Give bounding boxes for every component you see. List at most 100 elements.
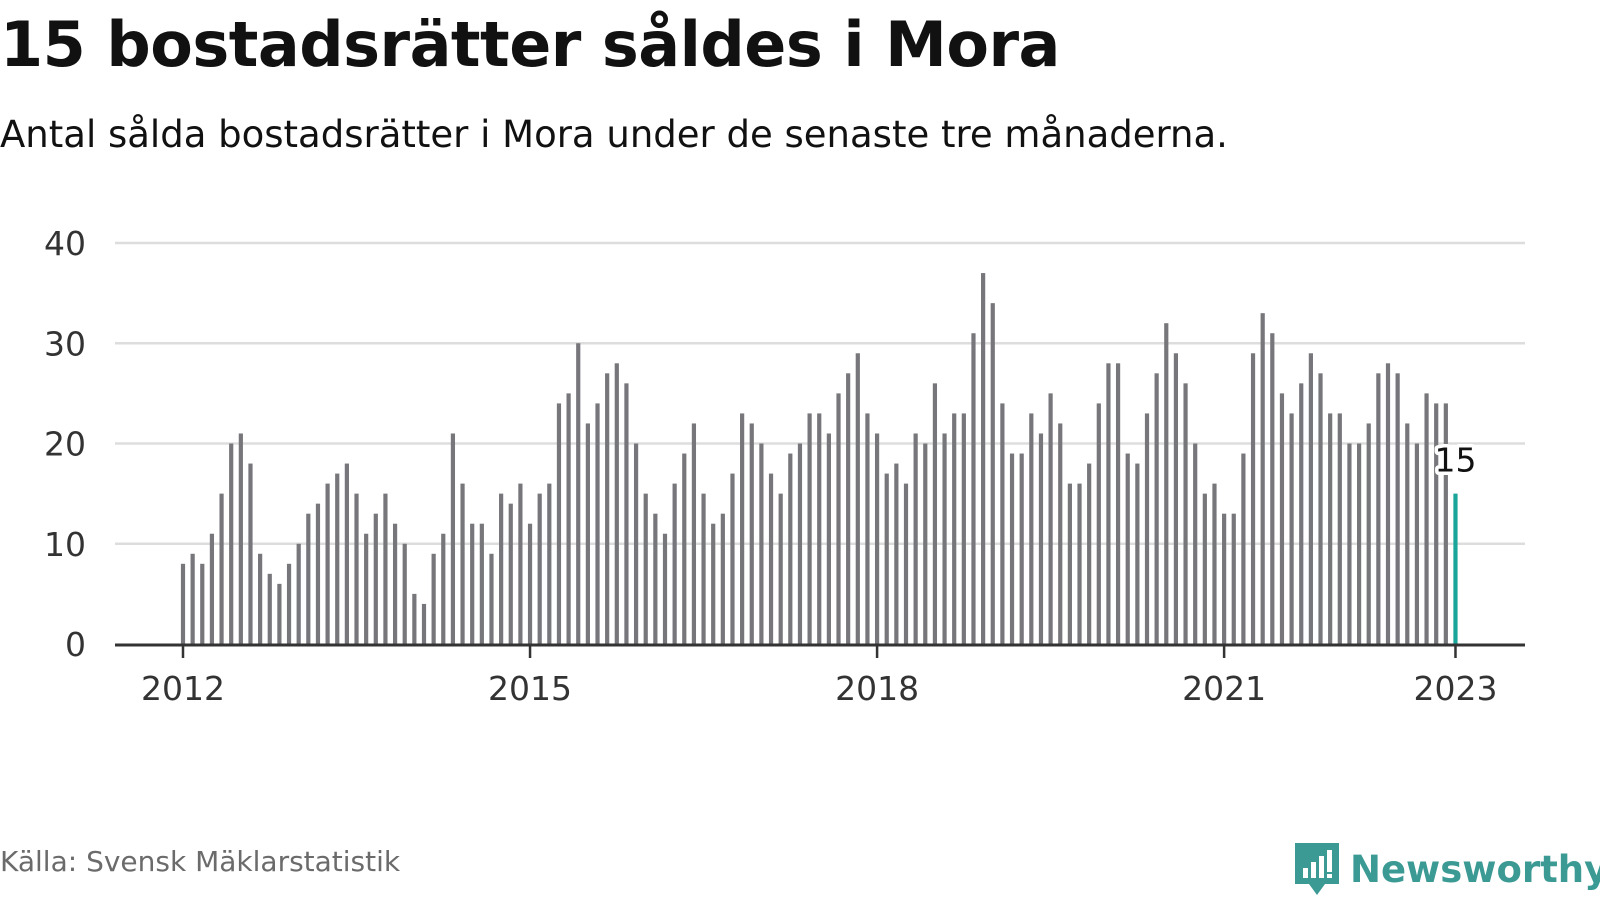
bar xyxy=(1414,443,1420,644)
bar xyxy=(1318,373,1323,644)
bar xyxy=(1299,383,1304,644)
brand[interactable]: Newsworthy xyxy=(1292,840,1600,898)
bar xyxy=(229,443,234,644)
bar xyxy=(1029,413,1034,644)
bar xyxy=(441,533,446,644)
newsworthy-logo-icon xyxy=(1295,843,1339,895)
bar xyxy=(595,403,600,644)
bar xyxy=(421,603,427,644)
bar xyxy=(1058,423,1063,644)
bar xyxy=(1347,443,1352,644)
bar xyxy=(1443,403,1448,644)
bar-highlight xyxy=(1453,493,1458,644)
bar xyxy=(1009,453,1015,644)
bar xyxy=(1135,463,1140,644)
data-label-latest: 15 xyxy=(1434,441,1476,480)
bar xyxy=(450,433,456,644)
bar xyxy=(1173,353,1179,644)
bar xyxy=(1067,483,1072,644)
bar xyxy=(1212,483,1217,644)
brand-name: Newsworthy xyxy=(1350,847,1600,891)
bar xyxy=(1376,373,1381,644)
bar xyxy=(1087,463,1092,644)
bar xyxy=(499,493,504,644)
bar-series xyxy=(180,273,1458,644)
bar xyxy=(576,343,581,644)
bar xyxy=(508,503,513,644)
bar xyxy=(1395,373,1400,644)
bar xyxy=(1222,513,1227,644)
x-tick-label: 2023 xyxy=(1413,669,1497,708)
bar xyxy=(1270,333,1275,644)
bar xyxy=(373,513,378,644)
bar xyxy=(749,423,754,644)
bar xyxy=(219,493,224,644)
bar xyxy=(431,553,436,644)
x-axis-ticks: 2012 2015 2018 2021 2023 xyxy=(141,646,1497,708)
y-tick-label: 20 xyxy=(44,425,86,464)
bar xyxy=(277,583,282,644)
bar xyxy=(460,483,465,644)
bar xyxy=(913,433,918,644)
x-tick-label: 2012 xyxy=(141,669,225,708)
bar xyxy=(364,533,369,644)
bar xyxy=(768,473,774,644)
y-tick-label: 10 xyxy=(44,525,86,564)
bar xyxy=(971,333,976,644)
source-note: Källa: Svensk Mäklarstatistik xyxy=(0,845,401,878)
bar xyxy=(653,513,658,644)
bar xyxy=(315,503,321,644)
bar xyxy=(1183,383,1188,644)
bar xyxy=(952,413,957,644)
x-tick-label: 2015 xyxy=(488,669,572,708)
bar xyxy=(1424,393,1429,644)
data-labels: 15 xyxy=(1431,437,1480,483)
bar xyxy=(344,463,349,644)
bar xyxy=(672,483,677,644)
bar xyxy=(537,493,542,644)
bar xyxy=(1154,373,1159,644)
bar xyxy=(903,483,909,644)
bar xyxy=(691,423,697,644)
bar xyxy=(354,493,359,644)
bar xyxy=(643,493,648,644)
bar xyxy=(633,443,639,644)
y-axis-ticks: 0 10 20 30 40 xyxy=(44,224,86,664)
bar xyxy=(479,523,484,644)
bar xyxy=(990,303,995,644)
bar xyxy=(1328,413,1333,644)
bar xyxy=(209,533,215,644)
bar xyxy=(1250,353,1256,644)
bar xyxy=(932,383,938,644)
bar xyxy=(740,413,745,644)
bar xyxy=(190,553,195,644)
bar xyxy=(1337,413,1342,644)
bar xyxy=(1289,413,1294,644)
bar xyxy=(942,433,947,644)
bar xyxy=(402,543,407,644)
bar xyxy=(981,273,986,644)
bar xyxy=(662,533,668,644)
bar xyxy=(624,383,629,644)
bar xyxy=(605,373,610,644)
bar xyxy=(1231,513,1236,644)
bar xyxy=(1019,453,1024,644)
bar xyxy=(1366,423,1371,644)
x-tick-label: 2021 xyxy=(1182,669,1266,708)
chart-title: 15 bostadsrätter såldes i Mora xyxy=(0,8,1060,81)
bar xyxy=(1096,403,1101,644)
bar xyxy=(1260,313,1265,644)
bar xyxy=(585,423,590,644)
bar xyxy=(470,523,475,644)
bar xyxy=(306,513,311,644)
bar xyxy=(797,443,803,644)
bar xyxy=(200,563,205,644)
bar xyxy=(325,483,330,644)
bar xyxy=(1115,363,1121,644)
bar xyxy=(238,433,243,644)
bar xyxy=(817,413,822,644)
bar xyxy=(778,493,783,644)
y-tick-label: 40 xyxy=(44,224,86,263)
bar xyxy=(1125,453,1130,644)
